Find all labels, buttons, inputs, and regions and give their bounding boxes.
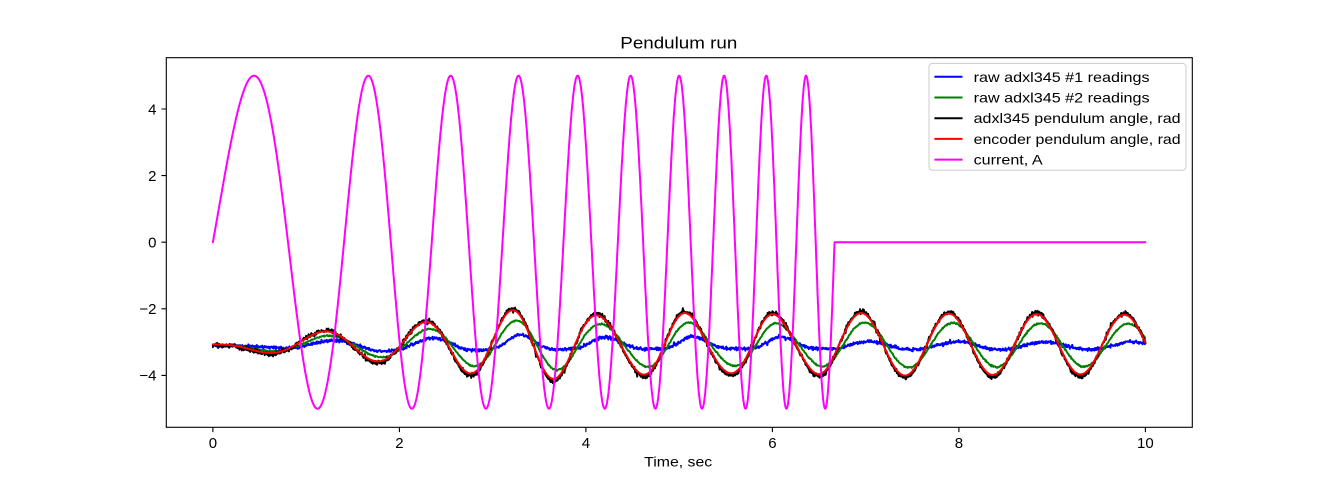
svg-text:raw adxl345 #1 readings: raw adxl345 #1 readings	[974, 69, 1150, 85]
svg-text:4: 4	[582, 435, 590, 452]
svg-text:Pendulum run: Pendulum run	[620, 34, 737, 53]
svg-text:2: 2	[395, 435, 403, 452]
svg-text:4: 4	[148, 101, 156, 118]
svg-text:current, A: current, A	[974, 152, 1044, 168]
svg-text:0: 0	[148, 235, 156, 252]
svg-text:0: 0	[209, 435, 217, 452]
svg-text:adxl345 pendulum angle, rad: adxl345 pendulum angle, rad	[974, 110, 1181, 126]
svg-text:−4: −4	[139, 368, 156, 385]
svg-text:10: 10	[1137, 435, 1154, 452]
svg-text:encoder pendulum angle, rad: encoder pendulum angle, rad	[974, 131, 1181, 147]
svg-text:raw adxl345 #2 readings: raw adxl345 #2 readings	[974, 90, 1150, 106]
svg-text:6: 6	[768, 435, 776, 452]
svg-text:2: 2	[148, 168, 156, 185]
svg-text:−2: −2	[139, 301, 156, 318]
svg-text:Time, sec: Time, sec	[644, 454, 712, 470]
svg-text:8: 8	[955, 435, 963, 452]
